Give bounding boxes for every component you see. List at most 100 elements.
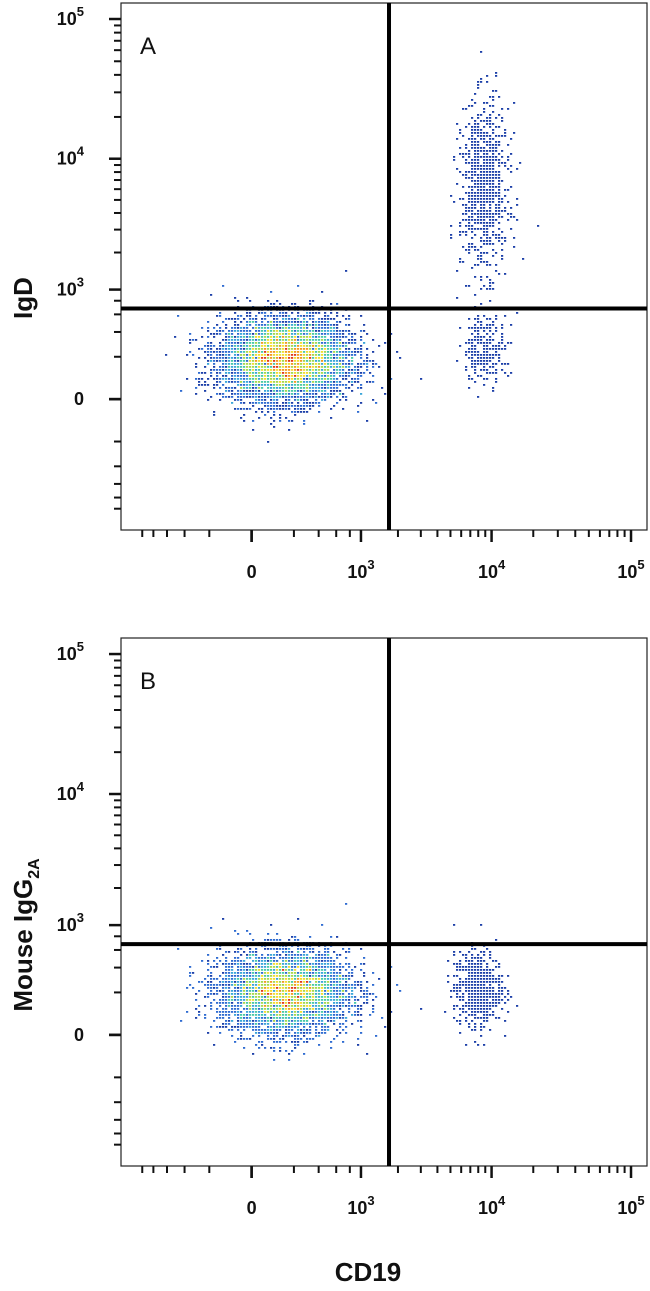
event-dot (330, 345, 333, 347)
event-dot (501, 987, 504, 989)
event-dot (276, 981, 279, 983)
event-dot (459, 231, 462, 233)
event-dot (231, 990, 234, 992)
event-dot (468, 993, 471, 995)
event-dot (288, 1053, 291, 1055)
event-dot (222, 1023, 225, 1025)
event-dot (471, 159, 474, 161)
event-dot (291, 996, 294, 998)
event-dot (252, 333, 255, 335)
event-dot (324, 315, 327, 317)
event-dot (492, 243, 495, 245)
event-dot (264, 372, 267, 374)
event-dot (321, 342, 324, 344)
event-dot (315, 327, 318, 329)
event-dot (498, 984, 501, 986)
event-dot (297, 390, 300, 392)
event-dot (267, 1029, 270, 1031)
event-dot (306, 990, 309, 992)
event-dot (351, 369, 354, 371)
event-dot (234, 1005, 237, 1007)
event-dot (267, 390, 270, 392)
event-dot (249, 951, 252, 953)
event-dot (498, 135, 501, 137)
event-dot (309, 951, 312, 953)
event-dot (294, 1035, 297, 1037)
event-dot (489, 993, 492, 995)
event-dot (474, 1008, 477, 1010)
event-dot (495, 981, 498, 983)
event-dot (489, 144, 492, 146)
event-dot (465, 1044, 468, 1046)
event-dot (273, 1008, 276, 1010)
event-dot (264, 990, 267, 992)
event-dot (327, 333, 330, 335)
event-dot (267, 354, 270, 356)
event-dot (225, 981, 228, 983)
event-dot (255, 1014, 258, 1016)
event-dot (267, 366, 270, 368)
event-dot (348, 342, 351, 344)
event-dot (195, 339, 198, 341)
event-dot (309, 384, 312, 386)
event-dot (276, 1002, 279, 1004)
event-dot (321, 327, 324, 329)
event-dot (351, 972, 354, 974)
event-dot (348, 354, 351, 356)
event-dot (249, 408, 252, 410)
event-dot (240, 339, 243, 341)
event-dot (243, 1002, 246, 1004)
event-dot (327, 366, 330, 368)
event-dot (303, 963, 306, 965)
event-dot (252, 954, 255, 956)
event-dot (480, 951, 483, 953)
event-dot (291, 351, 294, 353)
event-dot (267, 333, 270, 335)
event-dot (399, 357, 402, 359)
event-dot (258, 1008, 261, 1010)
event-dot (474, 330, 477, 332)
event-dot (258, 996, 261, 998)
event-dot (342, 315, 345, 317)
event-dot (486, 999, 489, 1001)
event-dot (336, 390, 339, 392)
event-dot (480, 195, 483, 197)
event-dot (219, 1017, 222, 1019)
event-dot (360, 345, 363, 347)
event-dot (363, 360, 366, 362)
event-dot (306, 402, 309, 404)
event-dot (246, 1026, 249, 1028)
event-dot (237, 381, 240, 383)
event-dot (324, 978, 327, 980)
event-dot (483, 234, 486, 236)
event-dot (249, 999, 252, 1001)
event-dot (195, 393, 198, 395)
event-dot (288, 1014, 291, 1016)
event-dot (306, 369, 309, 371)
event-dot (318, 411, 321, 413)
event-dot (498, 237, 501, 239)
event-dot (294, 1011, 297, 1013)
event-dot (339, 342, 342, 344)
event-dot (195, 993, 198, 995)
event-dot (471, 948, 474, 950)
event-dot (240, 333, 243, 335)
event-dot (273, 1026, 276, 1028)
event-dot (474, 348, 477, 350)
event-dot (471, 219, 474, 221)
event-dot (342, 975, 345, 977)
event-dot (267, 339, 270, 341)
event-dot (351, 384, 354, 386)
event-dot (489, 987, 492, 989)
event-dot (291, 363, 294, 365)
event-dot (261, 972, 264, 974)
event-dot (318, 366, 321, 368)
event-dot (327, 348, 330, 350)
event-dot (306, 954, 309, 956)
event-dot (261, 969, 264, 971)
event-dot (252, 1053, 255, 1055)
event-dot (303, 387, 306, 389)
event-dot (459, 981, 462, 983)
event-dot (297, 363, 300, 365)
event-dot (240, 408, 243, 410)
